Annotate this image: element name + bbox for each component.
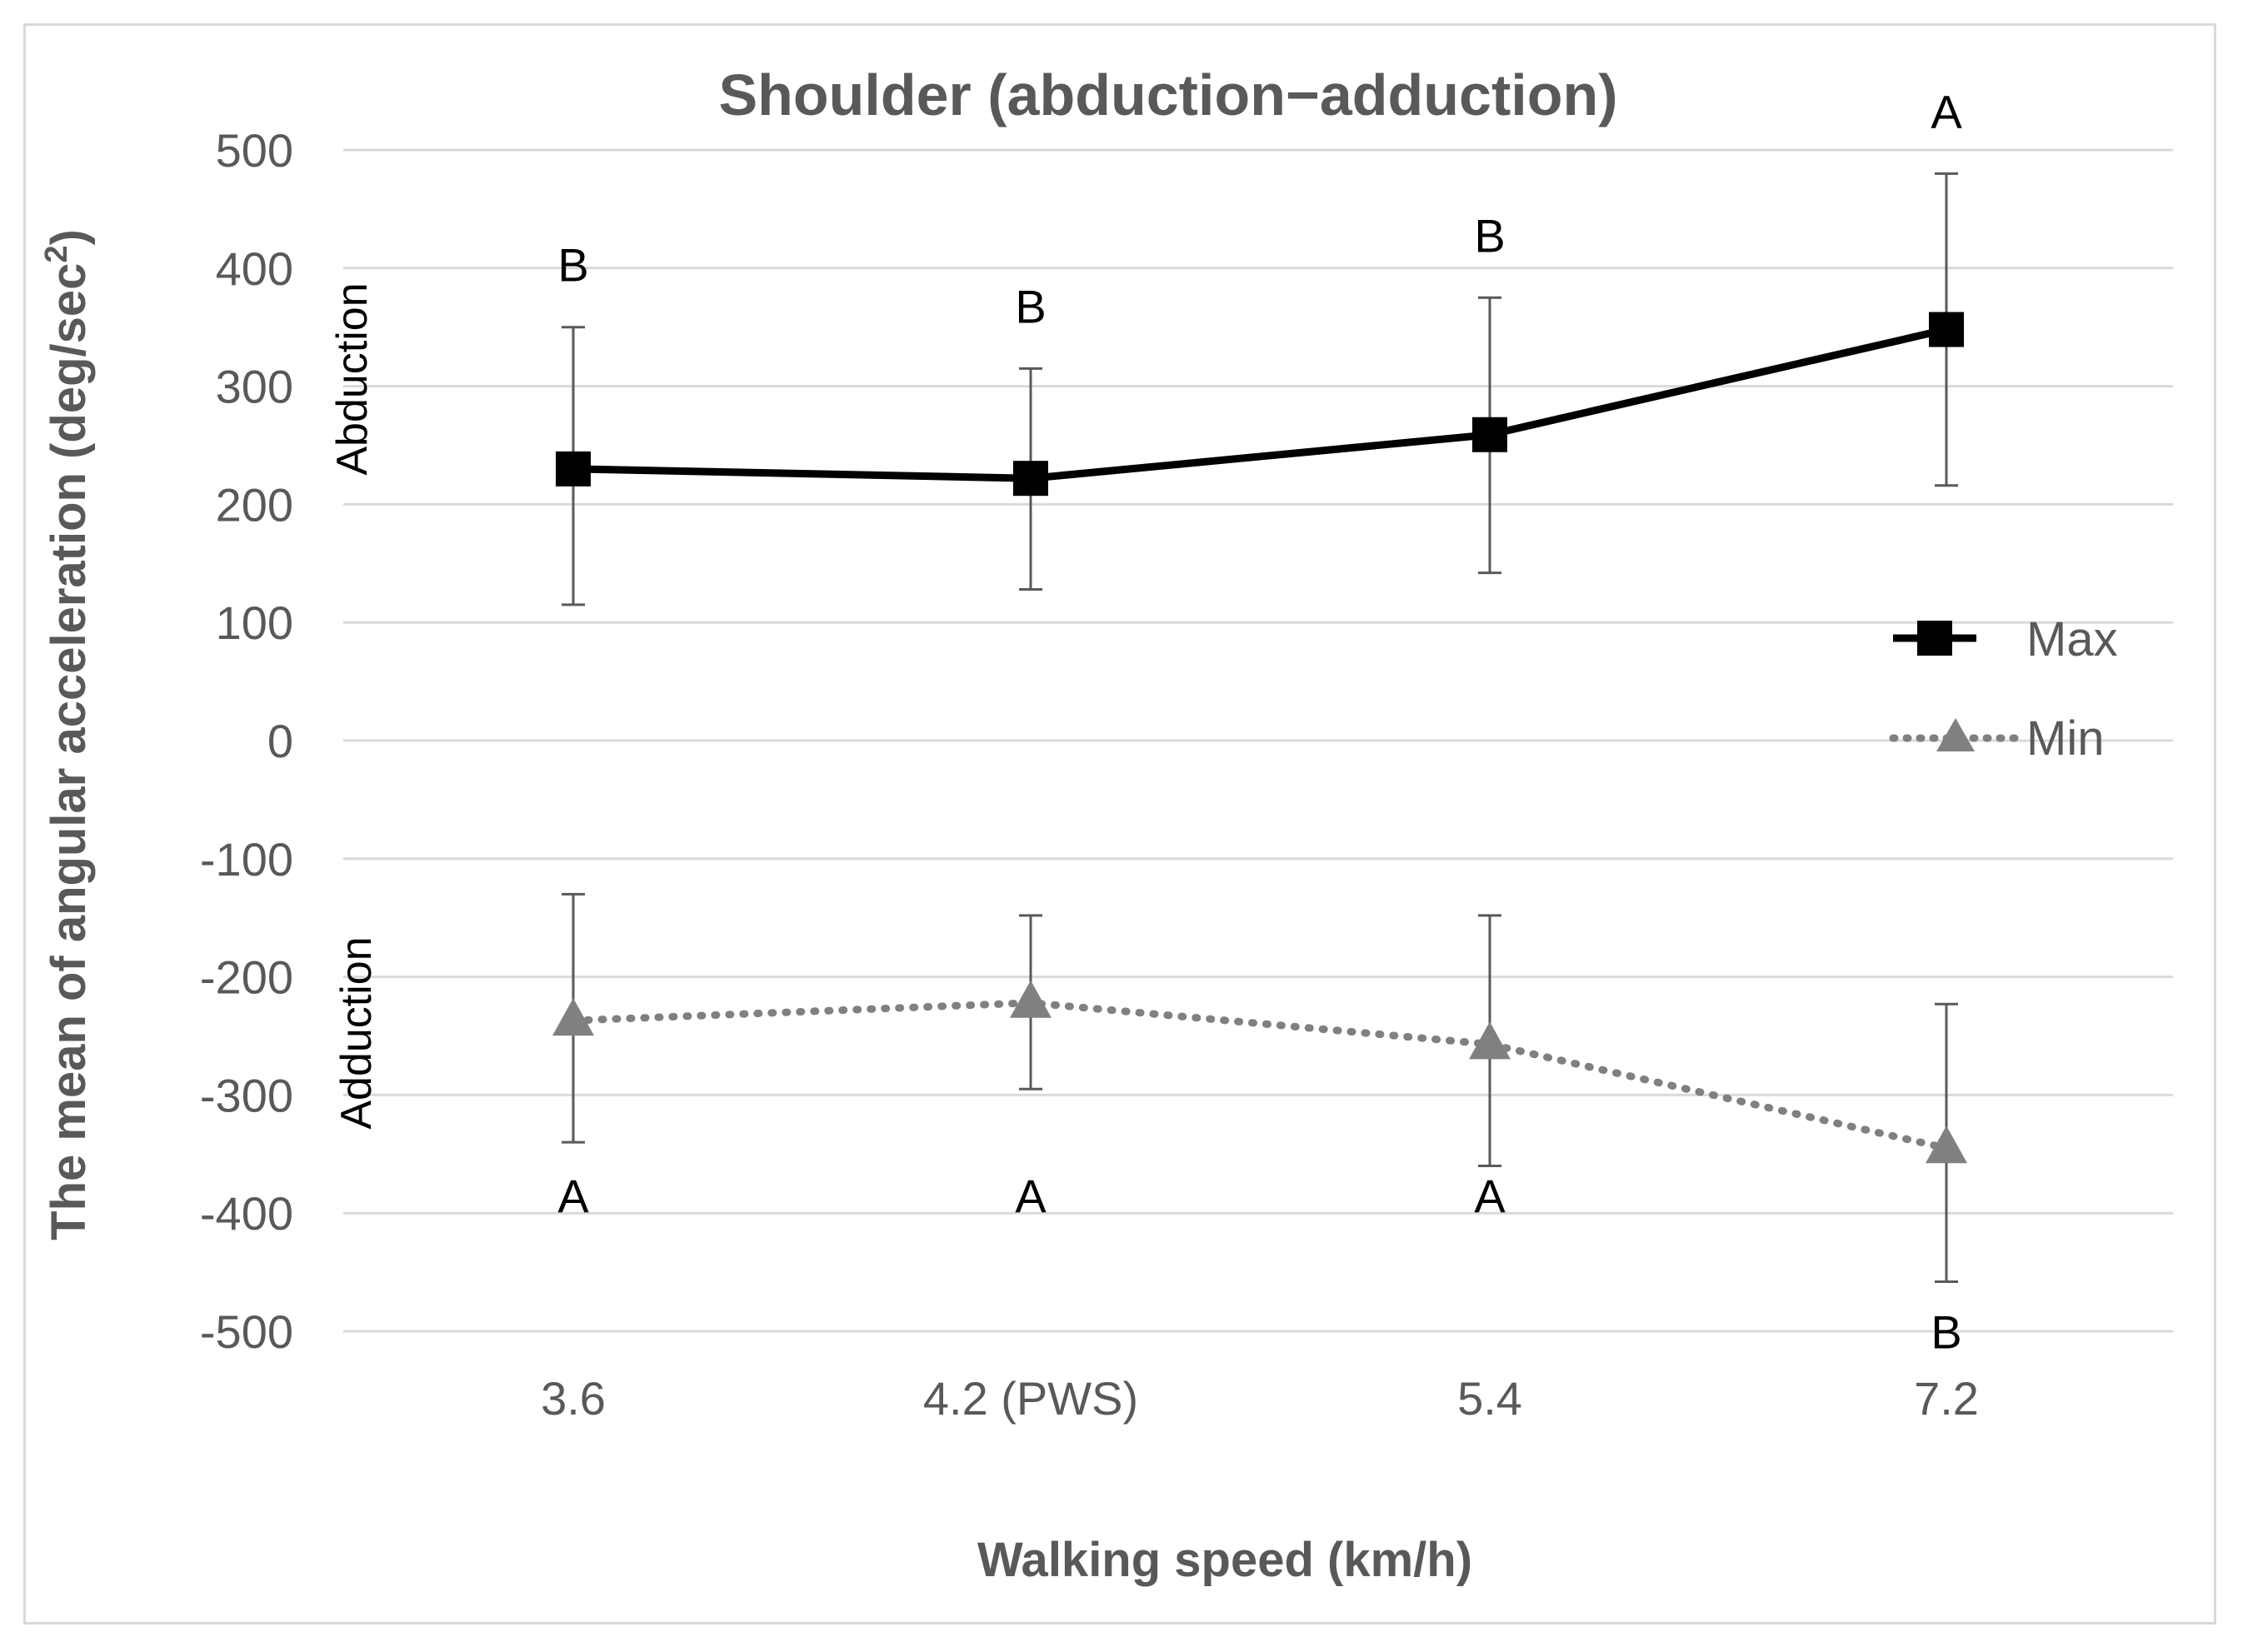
y-tick-300: 300 [216,361,293,413]
letter-min-2: A [1474,1170,1506,1222]
legend-max-label: Max [2026,612,2118,666]
legend-entry-max: Max [1893,612,2118,666]
y-tick--400: -400 [200,1187,293,1240]
series-max [556,172,1964,606]
legend-min-marker [1936,718,1975,751]
y-tick--300: -300 [200,1069,293,1121]
y-tick--500: -500 [200,1305,293,1358]
x-tick-labels: 3.6 4.2 (PWS) 5.4 7.2 [541,1372,1979,1425]
x-tick-0: 3.6 [541,1372,606,1425]
point-min-2 [1469,1021,1511,1060]
legend-max-marker [1917,621,1952,656]
series-line-max [572,326,1948,482]
letter-min-1: A [1015,1170,1047,1222]
y-axis-title-main: The mean of angular acceleration (deg/se… [42,263,96,1240]
point-max-0 [556,451,591,487]
x-tick-2: 5.4 [1457,1372,1522,1425]
point-max-3 [1929,312,1964,347]
legend: Max Min [1889,612,2118,766]
letter-min-0: A [557,1170,589,1222]
point-min-1 [1010,980,1052,1018]
legend-min-label: Min [2026,711,2104,766]
y-axis-title-superscript: 2 [39,245,74,262]
legend-entry-min: Min [1889,711,2104,766]
letter-min-3: B [1931,1305,1961,1358]
y-tick--200: -200 [200,951,293,1004]
series-min [552,892,1967,1283]
significance-letters: B B B A A A A B [557,85,1962,1358]
y-axis-title-close: ) [42,229,96,245]
point-max-2 [1472,417,1507,452]
series-layer [552,172,1967,1283]
region-label-adduction: Adduction [332,936,381,1129]
chart-frame [23,23,2216,1625]
letter-max-0: B [557,239,588,292]
chart-title: Shoulder (abduction−adduction) [718,62,1617,127]
letter-max-1: B [1015,280,1046,332]
x-axis-title: Walking speed (km/h) [977,1533,1472,1587]
gridlines [343,148,2173,1333]
letter-max-3: A [1931,85,1962,137]
y-tick-100: 100 [216,596,293,649]
y-tick-labels: 500 400 300 200 100 0 -100 -200 -300 -400 -500 [200,124,293,1358]
x-tick-3: 7.2 [1914,1372,1979,1425]
series-line-min [569,999,1951,1152]
point-max-1 [1013,461,1048,497]
y-axis-title: The mean of angular acceleration (deg/se… [39,229,96,1240]
point-min-3 [1926,1125,1967,1164]
x-tick-1: 4.2 (PWS) [923,1372,1138,1425]
y-tick--100: -100 [200,833,293,886]
region-label-abduction: Abduction [328,282,377,475]
point-min-0 [552,998,594,1036]
y-tick-200: 200 [216,478,293,531]
y-tick-400: 400 [216,242,293,295]
y-tick-500: 500 [216,124,293,177]
y-tick-0: 0 [267,715,293,767]
letter-max-2: B [1474,209,1505,262]
